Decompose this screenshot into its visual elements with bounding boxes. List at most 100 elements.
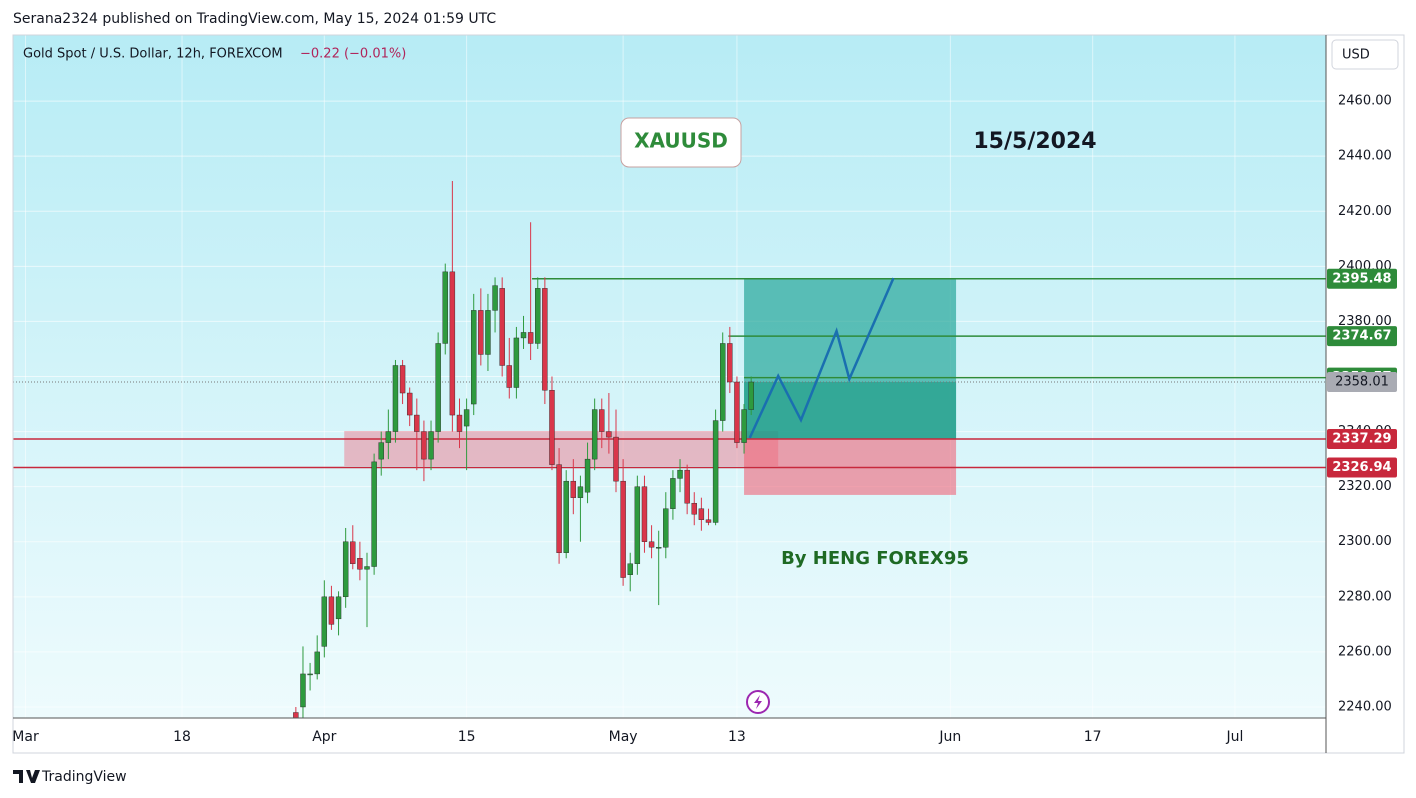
candle-body xyxy=(492,285,498,311)
candle-body xyxy=(513,337,520,388)
candle-body xyxy=(748,381,754,410)
candle-body xyxy=(563,480,569,553)
price-tag xyxy=(1327,326,1397,347)
candle-body xyxy=(591,409,598,460)
candle-body xyxy=(691,502,697,515)
x-tick-label: Jul xyxy=(1225,729,1243,745)
candle-body xyxy=(648,541,655,548)
candle-body xyxy=(371,461,377,567)
candle-body xyxy=(627,563,633,575)
candle-body xyxy=(527,332,534,344)
y-tick-label: 2380.00 xyxy=(1338,314,1392,329)
candle-body xyxy=(584,458,591,493)
symbol: Gold Spot / U.S. Dollar, 12h, FOREXCOM xyxy=(23,47,283,62)
candle-body xyxy=(499,288,505,366)
author: By HENG FOREX95 xyxy=(781,548,969,569)
candle-body xyxy=(606,431,612,438)
candle-body xyxy=(463,409,470,427)
event-icon[interactable] xyxy=(746,690,770,714)
candle-body xyxy=(634,486,641,564)
zone xyxy=(744,381,957,440)
candle-body xyxy=(442,271,448,344)
plot xyxy=(13,35,1326,718)
candle-body xyxy=(641,486,648,542)
projection-path xyxy=(748,277,895,439)
candle-body xyxy=(300,673,306,708)
y-tick-label: 2240.00 xyxy=(1338,699,1392,714)
candle-body xyxy=(727,343,733,383)
candle-body xyxy=(542,288,548,391)
candle-body xyxy=(364,566,370,570)
last-price-tag xyxy=(1327,371,1397,392)
price-tag-label: 2395.48 xyxy=(1332,271,1391,286)
frame xyxy=(12,34,1405,754)
candle-body xyxy=(577,486,584,498)
candle-body xyxy=(655,547,662,549)
price-tag-label: 2337.29 xyxy=(1332,432,1391,447)
y-tick-label: 2280.00 xyxy=(1338,589,1392,604)
y-tick-label: 2300.00 xyxy=(1338,534,1392,549)
candle-body xyxy=(378,442,384,460)
candle-body xyxy=(741,409,747,443)
title-box xyxy=(620,117,742,168)
candle-body xyxy=(535,288,541,344)
y-tick-label: 2260.00 xyxy=(1338,644,1392,659)
candle-body xyxy=(406,392,413,416)
candle-body xyxy=(321,596,328,647)
candle-body xyxy=(478,310,484,355)
currency-box[interactable] xyxy=(1331,39,1399,70)
price-tag-label: 2374.67 xyxy=(1332,329,1391,344)
date: 15/5/2024 xyxy=(973,129,1096,154)
candle-body xyxy=(712,420,719,523)
candle-body xyxy=(670,478,676,509)
candle-body xyxy=(471,310,477,405)
candle-body xyxy=(357,558,363,570)
y-tick-label: 2460.00 xyxy=(1338,94,1392,109)
candle-body xyxy=(307,673,313,676)
candle-body xyxy=(599,409,605,432)
candle-body xyxy=(549,390,555,465)
candle-body xyxy=(328,596,335,625)
y-tick-label: 2320.00 xyxy=(1338,479,1392,494)
candle-body xyxy=(556,464,562,553)
candle-body xyxy=(677,469,683,479)
title: XAUUSD xyxy=(634,129,728,153)
x-tick-label: Apr xyxy=(312,729,336,745)
candle-body xyxy=(485,310,491,355)
price-tag xyxy=(1327,457,1397,478)
candle-body xyxy=(720,343,726,421)
price-tag-label: 2326.94 xyxy=(1332,460,1391,475)
candle-body xyxy=(506,365,512,388)
candle-body xyxy=(335,596,342,620)
x-tick-label: 15 xyxy=(458,729,476,745)
currency: USD xyxy=(1342,48,1370,63)
candle-body xyxy=(613,436,619,482)
price-tag xyxy=(1327,429,1397,450)
candle-body xyxy=(698,508,705,520)
candle-body xyxy=(350,541,356,564)
x-tick-label: 13 xyxy=(728,729,746,745)
x-tick-label: 17 xyxy=(1084,729,1102,745)
candle-body xyxy=(570,480,577,498)
x-tick-label: Mar xyxy=(12,729,39,745)
x-tick-label: May xyxy=(609,729,638,745)
candle-body xyxy=(392,365,399,432)
candle-body xyxy=(428,431,434,460)
y-tick-label: 2440.00 xyxy=(1338,149,1392,164)
candle-body xyxy=(399,365,406,394)
candle-body xyxy=(520,332,527,339)
candle-body xyxy=(663,508,669,548)
change: −0.22 (−0.01%) xyxy=(300,47,406,62)
brand: TradingView xyxy=(41,769,127,785)
candle-body xyxy=(734,381,740,443)
x-tick-label: 18 xyxy=(173,729,191,745)
price-tag xyxy=(1327,268,1397,289)
candle-body xyxy=(414,414,420,432)
candle-body xyxy=(314,651,320,675)
candle-body xyxy=(385,431,392,443)
candle-body xyxy=(293,712,299,718)
candle-body xyxy=(456,414,463,432)
candle-body xyxy=(705,519,712,523)
published-note: Serana2324 published on TradingView.com,… xyxy=(13,11,496,27)
